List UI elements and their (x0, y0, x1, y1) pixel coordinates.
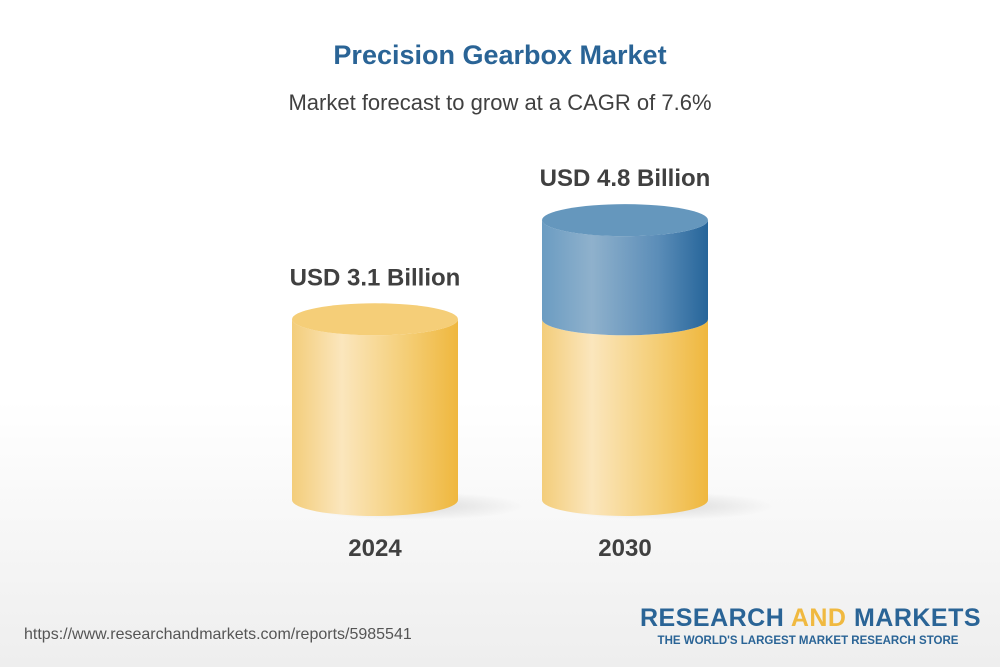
category-label-2024: 2024 (348, 535, 402, 562)
bar-base-segment-2030 (542, 319, 708, 516)
bar-top-2030 (542, 204, 708, 237)
logo-text-and: AND (790, 604, 847, 632)
chart-subtitle: Market forecast to grow at a CAGR of 7.6… (288, 90, 712, 115)
bar-2024 (292, 319, 458, 516)
category-label-2030: 2030 (598, 535, 651, 562)
bar-growth-segment-2030 (542, 220, 708, 336)
cylinder-chart: USD 3.1 Billion 2024 USD 4.8 Billion 2030 (290, 165, 775, 562)
report-url[interactable]: https://www.researchandmarkets.com/repor… (24, 626, 412, 643)
research-and-markets-logo: RESEARCH AND MARKETS THE WORLD'S LARGEST… (640, 604, 981, 647)
bar-top-2024 (292, 303, 458, 336)
data-label-2030: USD 4.8 Billion (540, 165, 711, 192)
data-label-2024: USD 3.1 Billion (290, 264, 461, 291)
logo-text-markets: MARKETS (846, 604, 982, 632)
chart-title: Precision Gearbox Market (333, 40, 667, 70)
logo-tagline: THE WORLD'S LARGEST MARKET RESEARCH STOR… (657, 635, 959, 647)
logo-text-research: RESEARCH (640, 604, 791, 632)
